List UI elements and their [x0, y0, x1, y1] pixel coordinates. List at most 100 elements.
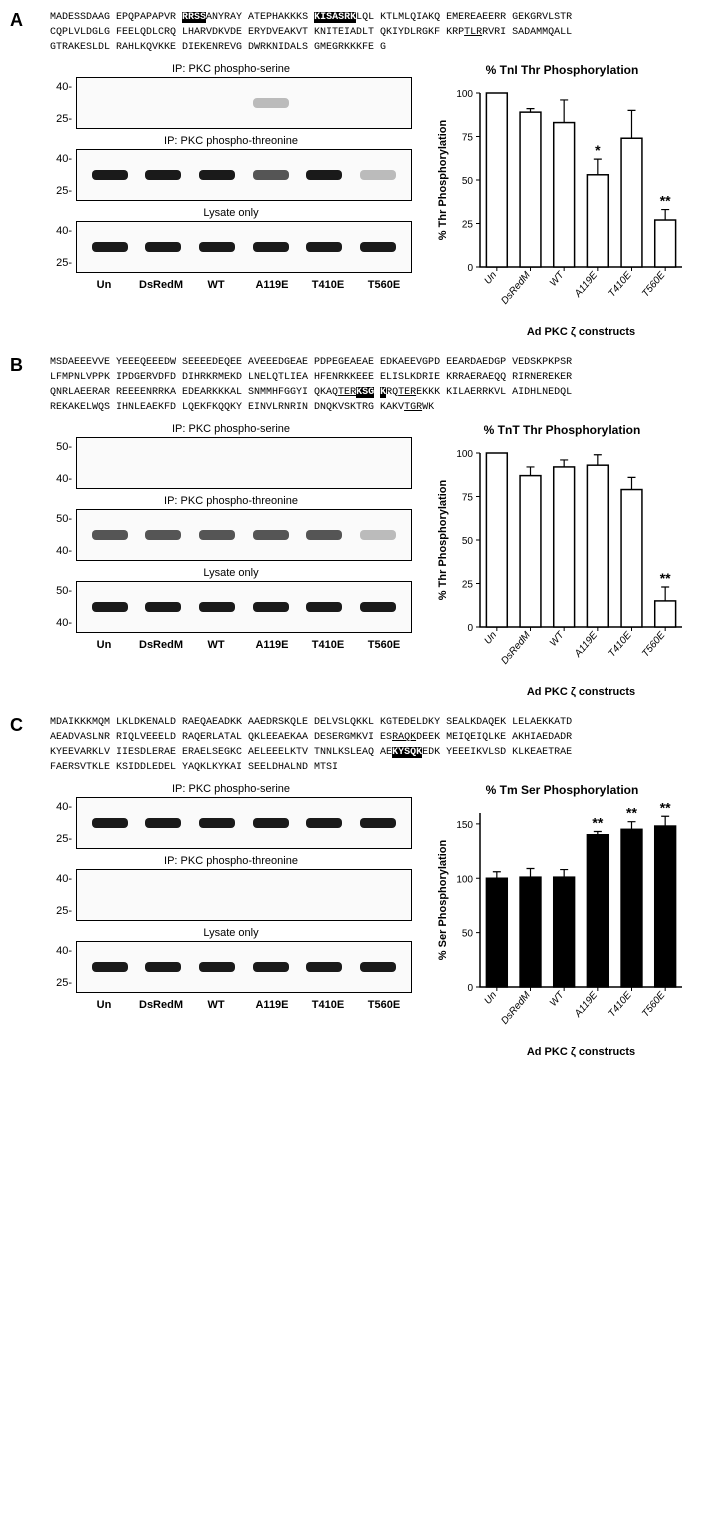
blot-set: IP: PKC phospho-threonine 50- 40-: [50, 495, 412, 561]
lane-labels: UnDsRedMWTA119ET410ET560E: [50, 279, 412, 291]
blot-band: [199, 170, 235, 180]
lane-label: T410E: [307, 999, 349, 1011]
chart-bar: [621, 490, 642, 627]
lane-label: A119E: [251, 279, 293, 291]
svg-text:% Thr Phosphorylation: % Thr Phosphorylation: [437, 120, 449, 241]
svg-text:**: **: [592, 814, 603, 830]
blot-band: [360, 170, 396, 180]
svg-text:WT: WT: [548, 629, 567, 649]
blot-set: IP: PKC phospho-serine40-25-: [50, 63, 412, 129]
blot-band: [92, 602, 128, 612]
blot-band: [360, 818, 396, 828]
western-blot: [76, 437, 412, 489]
lane-label: DsRedM: [139, 639, 181, 651]
svg-text:T560E: T560E: [640, 630, 668, 660]
svg-text:Un: Un: [482, 270, 499, 287]
chart-bar: [655, 220, 676, 267]
blot-band: [199, 242, 235, 252]
protein-sequence: MSDAEEEVVE YEEEQEEEDW SEEEEDEQEE AVEEEDG…: [50, 355, 692, 415]
svg-text:0: 0: [467, 623, 473, 634]
blot-band: [92, 818, 128, 828]
protein-sequence: MDAIKKKMQM LKLDKENALD RAEQAEADKK AAEDRSK…: [50, 715, 692, 775]
blot-title: Lysate only: [50, 207, 412, 219]
blot-band: [306, 530, 342, 540]
svg-text:Un: Un: [482, 630, 499, 647]
blot-title: IP: PKC phospho-serine: [50, 423, 412, 435]
svg-text:**: **: [660, 570, 671, 586]
lane-label: T560E: [363, 999, 405, 1011]
svg-text:25: 25: [462, 220, 474, 231]
blot-band: [199, 530, 235, 540]
western-blot: [76, 77, 412, 129]
western-blot: [76, 509, 412, 561]
blot-band: [360, 458, 396, 468]
chart-bar: [486, 453, 507, 627]
figure-panel-B: B MSDAEEEVVE YEEEQEEEDW SEEEEDEQEE AVEEED…: [10, 355, 692, 701]
chart-bar: [655, 601, 676, 627]
chart-bar: [655, 826, 676, 987]
svg-text:T410E: T410E: [606, 630, 634, 660]
chart-bar: [621, 138, 642, 267]
blot-band: [199, 458, 235, 468]
blot-title: IP: PKC phospho-threonine: [50, 495, 412, 507]
svg-text:**: **: [660, 193, 671, 209]
svg-text:**: **: [660, 801, 671, 815]
western-blot: [76, 797, 412, 849]
western-blot: [76, 869, 412, 921]
lane-labels: UnDsRedMWTA119ET410ET560E: [50, 639, 412, 651]
mw-marker: 50-: [50, 441, 72, 453]
figure-panel-C: CMDAIKKKMQM LKLDKENALD RAEQAEADKK AAEDRS…: [10, 715, 692, 1061]
svg-text:Ad PKC ζ constructs: Ad PKC ζ constructs: [527, 686, 635, 698]
chart-bar: [554, 123, 575, 267]
svg-text:50: 50: [462, 536, 474, 547]
mw-marker: 40-: [50, 153, 72, 165]
lane-labels: UnDsRedMWTA119ET410ET560E: [50, 999, 412, 1011]
svg-text:DsRedM: DsRedM: [499, 989, 533, 1026]
svg-text:100: 100: [456, 874, 473, 885]
blot-band: [145, 818, 181, 828]
mw-marker: 40-: [50, 81, 72, 93]
lane-label: A119E: [251, 639, 293, 651]
blot-band: [306, 170, 342, 180]
blot-band: [253, 890, 289, 900]
blot-band: [306, 890, 342, 900]
blot-band: [253, 962, 289, 972]
blot-band: [360, 530, 396, 540]
blot-band: [92, 890, 128, 900]
chart-bar: [520, 877, 541, 987]
mw-marker: 40-: [50, 617, 72, 629]
blot-set: IP: PKC phospho-threonine40-25-: [50, 855, 412, 921]
chart-bar: [554, 467, 575, 627]
svg-text:25: 25: [462, 580, 474, 591]
blot-band: [199, 890, 235, 900]
blot-set: IP: PKC phospho-serine 50- 40-: [50, 423, 412, 489]
blot-band: [360, 242, 396, 252]
blot-band: [92, 98, 128, 108]
svg-text:WT: WT: [548, 269, 567, 289]
mw-marker: 50-: [50, 513, 72, 525]
blot-band: [145, 242, 181, 252]
svg-text:0: 0: [467, 263, 473, 274]
blot-title: Lysate only: [50, 927, 412, 939]
blot-band: [253, 458, 289, 468]
blot-title: Lysate only: [50, 567, 412, 579]
lane-label: A119E: [251, 999, 293, 1011]
chart-bar: [520, 476, 541, 627]
blot-band: [199, 962, 235, 972]
lane-label: T410E: [307, 279, 349, 291]
svg-text:*: *: [595, 142, 601, 158]
panel-label: B: [10, 355, 23, 376]
svg-text:A119E: A119E: [572, 630, 600, 661]
lane-label: DsRedM: [139, 999, 181, 1011]
svg-text:% Ser Phosphorylation: % Ser Phosphorylation: [437, 840, 449, 961]
svg-text:WT: WT: [548, 989, 567, 1009]
svg-text:100: 100: [456, 449, 473, 460]
mw-marker: 25-: [50, 977, 72, 989]
mw-marker: 25-: [50, 113, 72, 125]
mw-marker: 40-: [50, 473, 72, 485]
svg-text:T410E: T410E: [606, 990, 634, 1020]
mw-marker: 40-: [50, 545, 72, 557]
blot-band: [360, 890, 396, 900]
lane-label: Un: [83, 999, 125, 1011]
svg-text:A119E: A119E: [572, 270, 600, 301]
